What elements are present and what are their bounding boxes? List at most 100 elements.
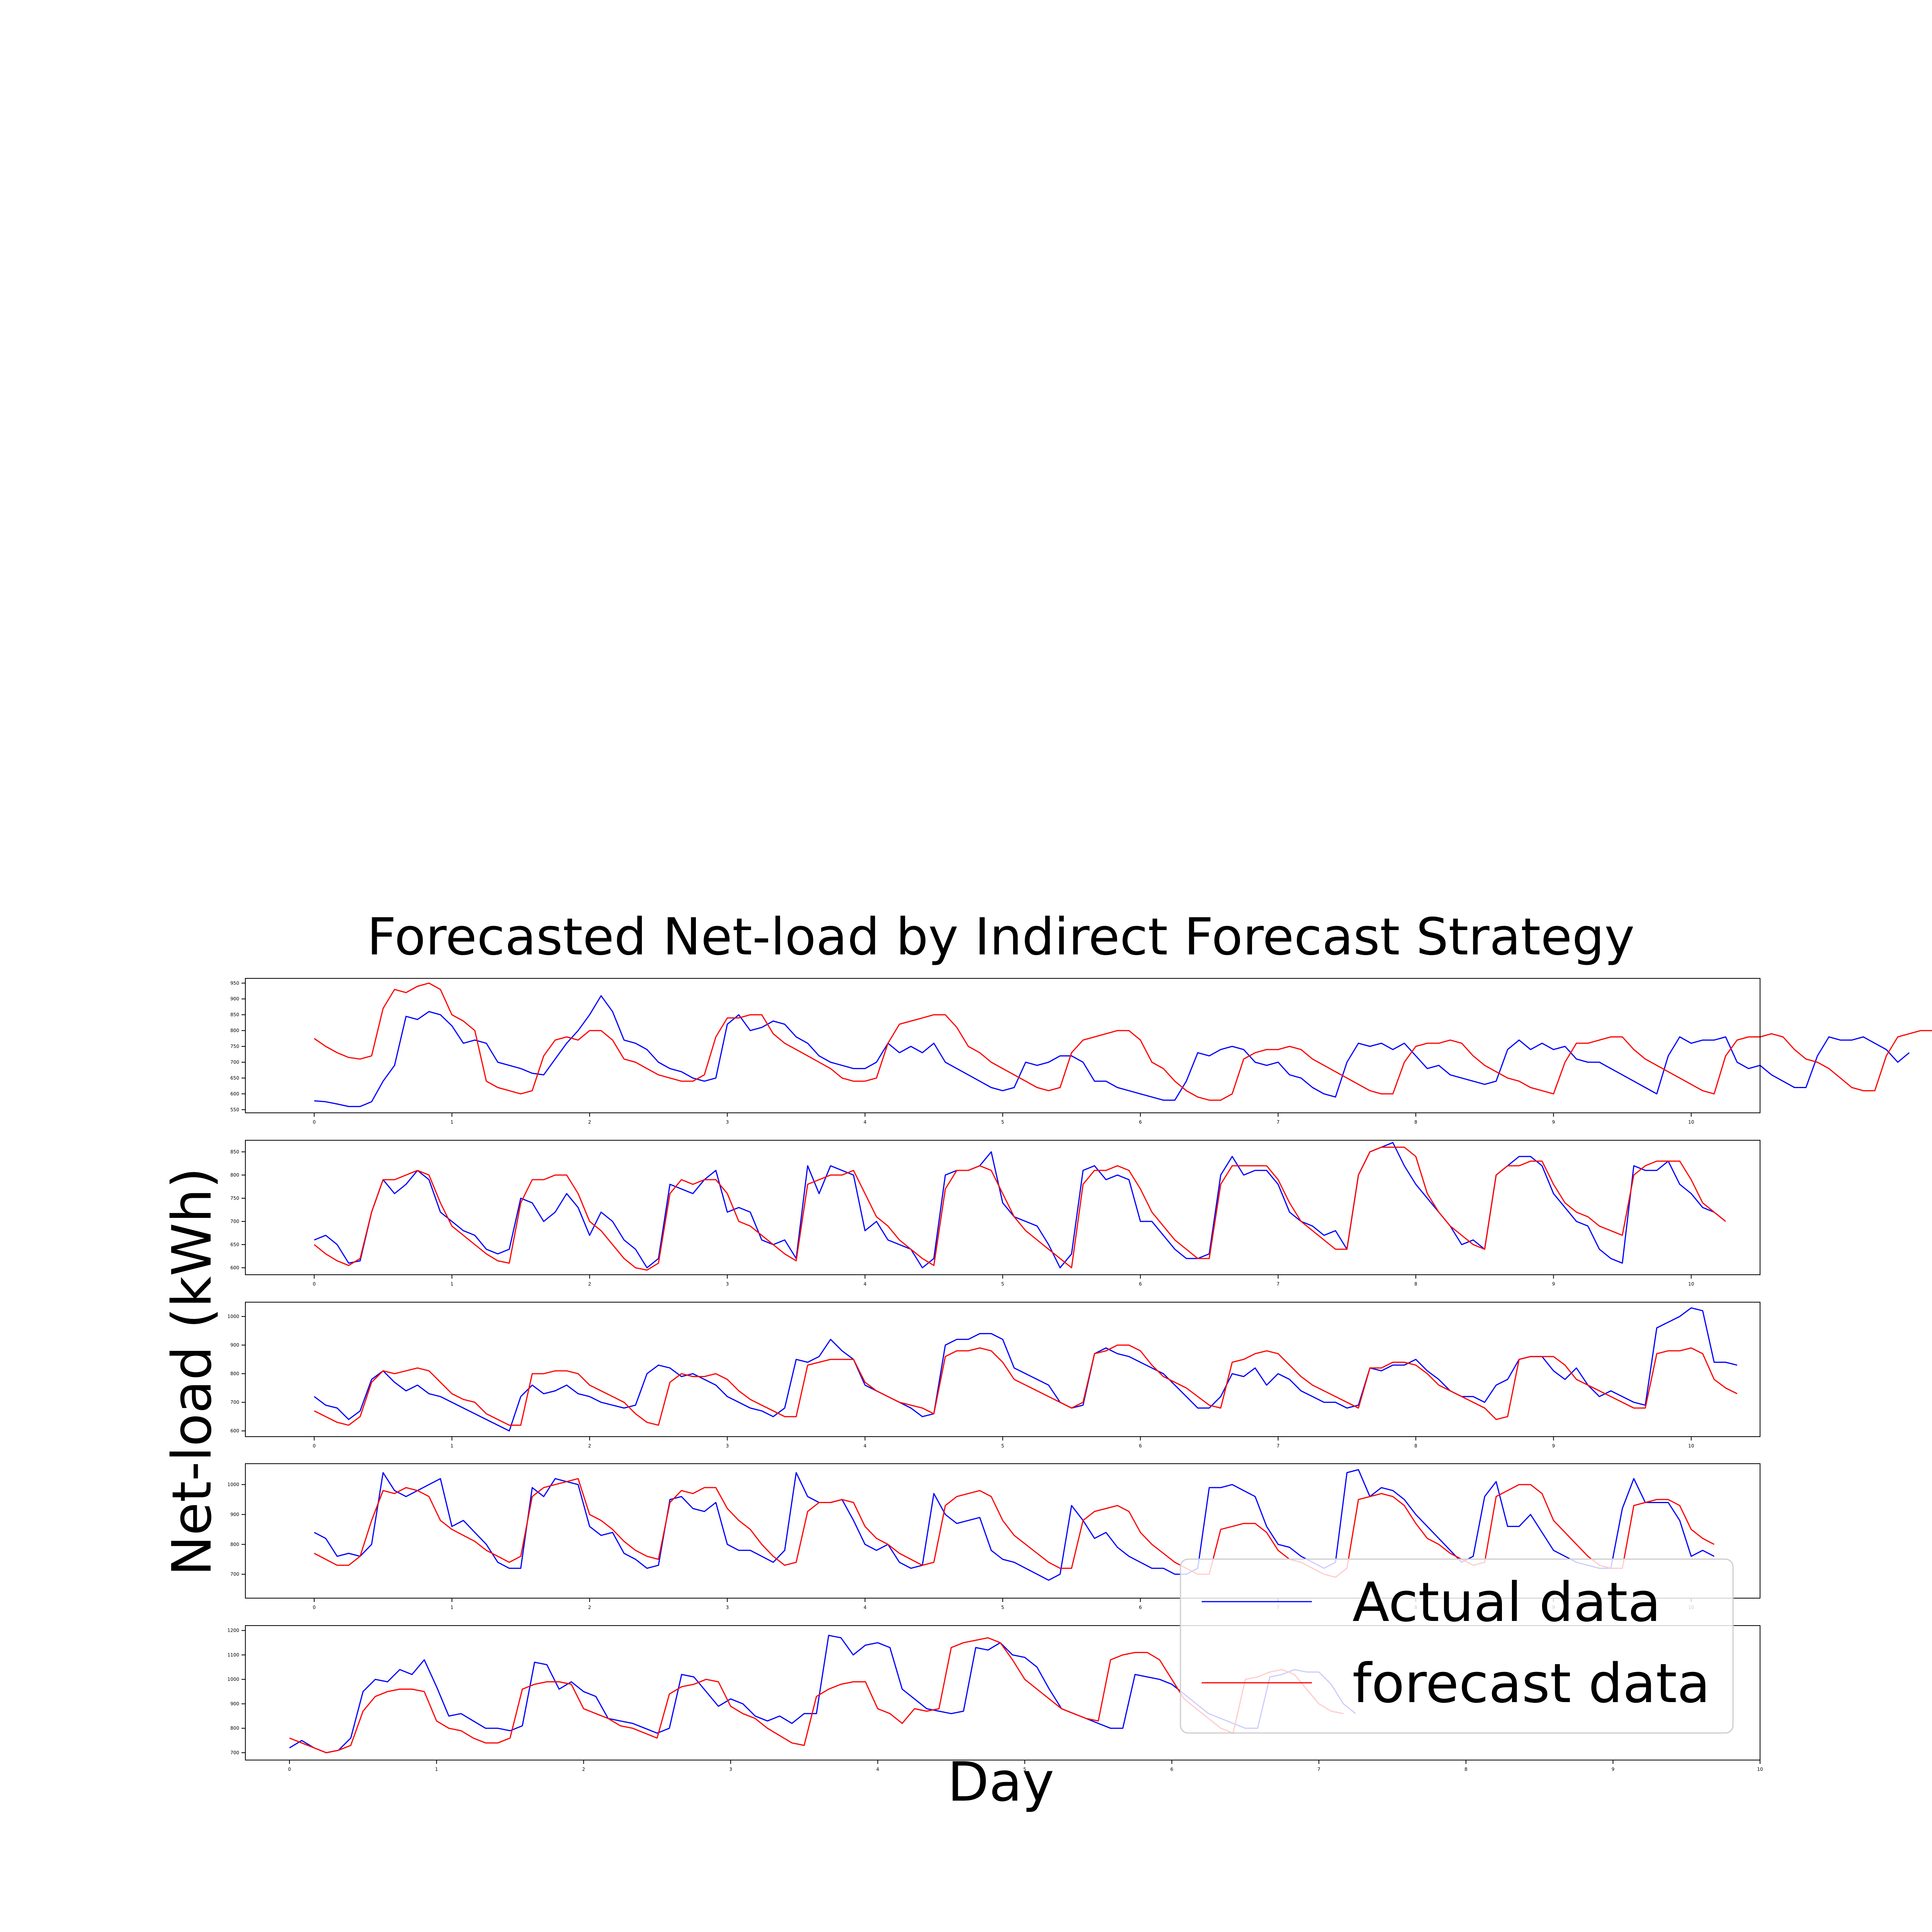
x-tick-label: 4 [864, 1119, 867, 1125]
y-tick-label: 800 [230, 1371, 239, 1376]
forecast-line-5 [289, 1637, 1344, 1753]
x-tick-label: 4 [864, 1605, 867, 1610]
x-tick-label: 3 [726, 1119, 729, 1125]
x-tick-label: 2 [588, 1281, 591, 1287]
legend: Actual data forecast data [1180, 1558, 1734, 1734]
y-tick-label: 750 [230, 1196, 239, 1201]
y-tick-label: 700 [230, 1750, 239, 1755]
y-tick-label: 700 [230, 1219, 239, 1224]
x-tick-label: 10 [1688, 1281, 1694, 1287]
x-tick-label: 6 [1170, 1767, 1173, 1772]
x-tick-label: 10 [1757, 1767, 1763, 1772]
y-tick-label: 800 [230, 1172, 239, 1178]
y-tick-label: 1000 [227, 1314, 239, 1319]
forecast-line-3 [314, 1344, 1738, 1426]
y-tick-label: 1000 [227, 1482, 239, 1487]
x-tick-label: 5 [1001, 1119, 1004, 1125]
y-tick-label: 700 [230, 1400, 239, 1405]
x-tick-label: 1 [451, 1443, 454, 1449]
actual-line-4 [314, 1469, 1714, 1581]
subplot-2: 0 1 2 3 4 5 6 7 8 9 10 600 650 700 750 800 850 [230, 1140, 1760, 1287]
x-tick-label: 8 [1414, 1119, 1417, 1125]
y-tick-label: 900 [230, 1512, 239, 1517]
x-tick-label: 6 [1139, 1443, 1142, 1449]
subplot-3: 0 1 2 3 4 5 6 7 8 9 10 600 700 800 900 1000 [227, 1302, 1760, 1449]
x-tick-label: 8 [1414, 1281, 1417, 1287]
x-tick-label: 6 [1139, 1281, 1142, 1287]
x-tick-label: 0 [313, 1281, 316, 1287]
y-tick-label: 700 [230, 1571, 239, 1577]
y-tick-label: 1200 [227, 1628, 239, 1633]
x-tick-label: 4 [876, 1767, 879, 1772]
x-tick-label: 3 [726, 1281, 729, 1287]
x-tick-label: 2 [588, 1605, 591, 1610]
x-tick-label: 1 [451, 1119, 454, 1125]
x-tick-label: 9 [1552, 1443, 1555, 1449]
y-tick-label: 1000 [227, 1677, 239, 1682]
x-tick-label: 8 [1464, 1767, 1468, 1772]
y-tick-label: 900 [230, 996, 239, 1002]
x-tick-label: 3 [726, 1443, 729, 1449]
y-tick-label: 950 [230, 980, 239, 986]
x-tick-label: 7 [1317, 1767, 1320, 1772]
y-tick-label: 900 [230, 1701, 239, 1706]
x-tick-label: 10 [1688, 1119, 1694, 1125]
x-tick-label: 0 [313, 1119, 316, 1125]
x-tick-label: 2 [588, 1119, 591, 1125]
y-tick-label: 550 [230, 1107, 239, 1112]
legend-label-forecast: forecast data [1352, 1652, 1710, 1715]
x-tick-label: 5 [1001, 1281, 1004, 1287]
forecast-line-2 [314, 1146, 1726, 1271]
y-tick-label: 800 [230, 1726, 239, 1731]
y-tick-label: 600 [230, 1265, 239, 1270]
x-tick-label: 7 [1277, 1443, 1280, 1449]
x-tick-label: 6 [1139, 1119, 1142, 1125]
x-tick-label: 5 [1001, 1605, 1004, 1610]
y-tick-label: 650 [230, 1242, 239, 1247]
x-axis-label: Day [947, 1751, 1054, 1814]
y-tick-label: 800 [230, 1542, 239, 1547]
x-tick-label: 9 [1552, 1119, 1555, 1125]
y-tick-label: 1100 [227, 1652, 239, 1658]
y-tick-label: 600 [230, 1428, 239, 1434]
x-tick-label: 1 [451, 1281, 454, 1287]
x-tick-label: 7 [1277, 1119, 1280, 1125]
chart-title: Forecasted Net-load by Indirect Forecast… [367, 907, 1635, 967]
x-tick-label: 2 [582, 1767, 585, 1772]
x-tick-label: 0 [313, 1605, 316, 1610]
axes-frame-5 [245, 1625, 1760, 1760]
x-tick-label: 2 [588, 1443, 591, 1449]
y-tick-label: 900 [230, 1342, 239, 1348]
x-tick-label: 3 [726, 1605, 729, 1610]
y-axis-label: Net-load (kWh) [161, 1167, 224, 1576]
x-tick-label: 3 [729, 1767, 732, 1772]
x-tick-label: 1 [451, 1605, 454, 1610]
y-tick-label: 850 [230, 1149, 239, 1155]
x-tick-label: 5 [1023, 1767, 1026, 1772]
actual-line-1 [314, 995, 1910, 1107]
legend-label-actual: Actual data [1352, 1571, 1661, 1634]
x-tick-label: 5 [1001, 1443, 1004, 1449]
y-tick-label: 600 [230, 1091, 239, 1097]
y-tick-label: 750 [230, 1044, 239, 1049]
x-tick-label: 0 [313, 1443, 316, 1449]
forecast-line-1 [314, 982, 1932, 1101]
x-tick-label: 10 [1688, 1443, 1694, 1449]
x-tick-label: 9 [1552, 1281, 1555, 1287]
y-tick-label: 850 [230, 1012, 239, 1017]
x-tick-label: 6 [1139, 1605, 1142, 1610]
x-tick-label: 1 [435, 1767, 438, 1772]
x-tick-label: 8 [1414, 1443, 1417, 1449]
x-tick-label: 0 [288, 1767, 291, 1772]
x-tick-label: 4 [864, 1281, 867, 1287]
x-tick-label: 7 [1277, 1281, 1280, 1287]
y-tick-label: 800 [230, 1028, 239, 1033]
actual-line-3 [314, 1307, 1737, 1432]
y-tick-label: 700 [230, 1060, 239, 1065]
x-tick-label: 4 [864, 1443, 867, 1449]
legend-box [1180, 1558, 1734, 1734]
subplot-5: 0 1 2 3 4 5 6 7 8 9 10 700 800 900 1000 1100 1200 [227, 1625, 1763, 1772]
subplot-1: 0 1 2 3 4 5 6 7 8 9 10 550 600 650 700 750 800 850 900 950 [230, 978, 1932, 1125]
x-tick-label: 9 [1612, 1767, 1615, 1772]
